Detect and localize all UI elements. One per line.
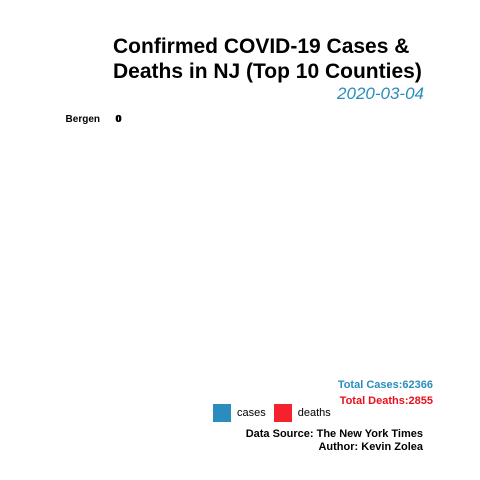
data-label-deaths: 0 (115, 114, 121, 125)
caption-author: Author: Kevin Zolea (318, 441, 423, 453)
legend-swatch-deaths (273, 404, 292, 422)
caption-source: Data Source: The New York Times (245, 428, 423, 440)
legend-swatch-cases (213, 404, 231, 422)
legend-label-cases: cases (237, 407, 266, 419)
chart-title-line-2: Deaths in NJ (Top 10 Counties) (113, 60, 422, 83)
legend: cases deaths (213, 404, 339, 422)
legend-item-cases: cases (213, 404, 266, 422)
total-cases-label: Total Cases:62366 (337, 379, 433, 391)
chart-date-subtitle: 2020-03-04 (337, 84, 424, 103)
data-label-cases: 0 (116, 114, 122, 125)
chart-title: Confirmed COVID-19 Cases & Deaths in NJ … (113, 34, 473, 84)
caption: Data Source: The New York Times Author: … (246, 428, 423, 454)
legend-label-deaths: deaths (297, 407, 331, 419)
chart-title-line-1: Confirmed COVID-19 Cases & (113, 35, 410, 58)
category-label: Bergen (66, 114, 100, 125)
total-deaths-label: Total Deaths:2855 (339, 395, 433, 407)
legend-item-deaths: deaths (273, 404, 331, 422)
